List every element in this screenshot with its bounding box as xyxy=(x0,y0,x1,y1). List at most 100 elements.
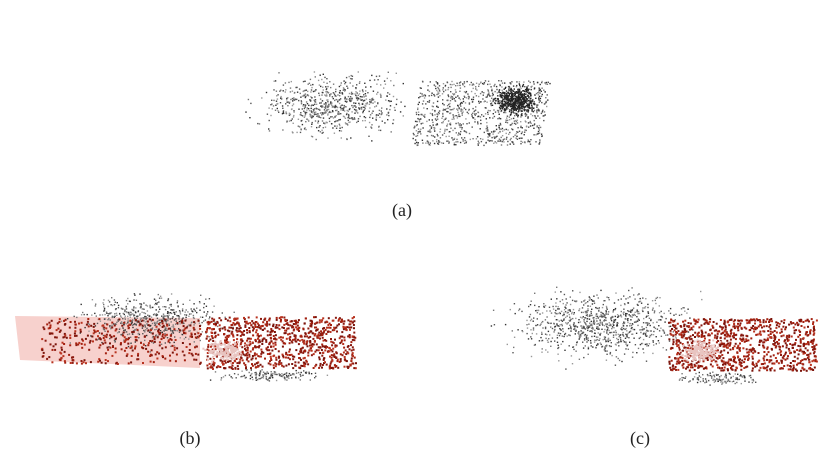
point xyxy=(400,101,401,102)
point xyxy=(596,326,597,327)
point xyxy=(477,143,478,144)
point xyxy=(333,329,335,331)
point xyxy=(497,95,498,96)
point xyxy=(275,374,276,375)
point xyxy=(263,372,264,373)
point xyxy=(343,323,345,325)
point xyxy=(342,93,343,94)
point xyxy=(519,102,520,103)
point xyxy=(277,98,278,99)
point xyxy=(157,336,159,338)
point xyxy=(577,333,578,334)
point xyxy=(271,100,272,101)
point xyxy=(606,311,607,312)
point xyxy=(510,102,511,103)
point xyxy=(453,108,454,109)
point xyxy=(215,371,216,372)
point xyxy=(585,345,586,346)
point xyxy=(570,330,571,331)
point xyxy=(349,348,351,350)
point xyxy=(643,322,644,323)
point xyxy=(292,131,293,132)
point xyxy=(379,110,380,111)
point xyxy=(321,349,323,351)
point xyxy=(206,335,208,337)
point xyxy=(220,360,222,362)
point xyxy=(270,356,272,358)
point xyxy=(202,317,203,318)
point xyxy=(517,108,518,109)
point xyxy=(539,92,540,93)
point xyxy=(303,81,304,82)
point xyxy=(215,323,217,325)
point xyxy=(169,338,171,340)
point xyxy=(478,96,479,97)
point xyxy=(607,324,608,325)
point xyxy=(532,99,533,100)
point xyxy=(653,334,654,335)
point xyxy=(450,87,451,88)
point xyxy=(141,312,142,313)
point xyxy=(478,101,479,102)
point xyxy=(268,319,270,321)
point xyxy=(239,345,241,347)
point xyxy=(43,328,45,330)
point xyxy=(487,112,488,113)
point xyxy=(454,100,455,101)
point xyxy=(347,352,349,354)
point xyxy=(595,307,596,308)
point xyxy=(107,360,109,362)
point xyxy=(282,354,284,356)
point xyxy=(200,316,201,317)
point xyxy=(452,139,453,140)
point xyxy=(420,88,421,89)
point xyxy=(239,354,241,356)
point xyxy=(537,324,538,325)
point xyxy=(254,352,256,354)
point xyxy=(425,103,426,104)
point xyxy=(246,329,248,331)
point xyxy=(570,296,571,297)
point xyxy=(546,106,547,107)
point xyxy=(460,87,461,88)
point xyxy=(377,79,378,80)
point xyxy=(448,94,449,95)
point xyxy=(403,115,404,116)
point xyxy=(461,129,462,130)
point xyxy=(224,367,226,369)
point xyxy=(290,91,291,92)
point xyxy=(438,140,439,141)
point xyxy=(103,337,105,339)
point xyxy=(87,335,89,337)
point xyxy=(119,328,120,329)
point xyxy=(165,309,166,310)
point xyxy=(246,332,248,334)
point xyxy=(255,331,257,333)
point xyxy=(264,358,266,360)
point xyxy=(273,346,275,348)
point xyxy=(381,112,382,113)
point xyxy=(686,312,687,313)
point xyxy=(334,125,335,126)
point xyxy=(388,72,389,73)
point xyxy=(460,142,461,143)
point xyxy=(310,91,311,92)
point xyxy=(449,109,450,110)
point xyxy=(193,324,194,325)
point xyxy=(656,343,657,344)
point xyxy=(379,113,380,114)
point xyxy=(314,335,316,337)
point xyxy=(500,123,501,124)
point xyxy=(145,348,147,350)
point xyxy=(272,343,274,345)
point xyxy=(319,117,320,118)
point xyxy=(300,379,301,380)
point xyxy=(638,301,639,302)
point xyxy=(444,130,445,131)
point xyxy=(337,100,338,101)
point xyxy=(539,102,540,103)
point xyxy=(150,329,152,331)
point xyxy=(461,109,462,110)
point xyxy=(285,111,286,112)
point xyxy=(356,84,357,85)
